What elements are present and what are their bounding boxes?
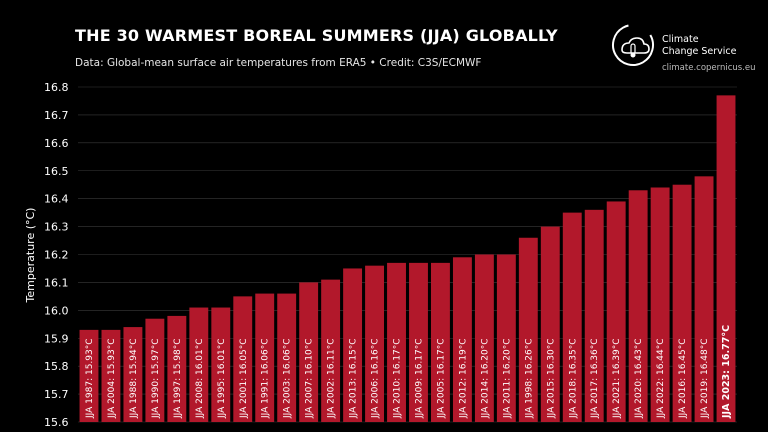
y-tick-label: 16.5 xyxy=(44,165,69,178)
bar xyxy=(211,307,231,422)
bar xyxy=(518,237,538,422)
bar xyxy=(79,329,99,422)
bar xyxy=(694,176,714,422)
bar-label: JJA 2007: 16.10°C xyxy=(305,338,315,419)
logo-text: Climate Change Service xyxy=(662,34,737,58)
bar-label: JJA 1995: 16.01°C xyxy=(217,338,227,419)
bar xyxy=(672,184,692,422)
bar-label: JJA 2005: 16.17°C xyxy=(436,338,446,419)
y-tick-label: 16.6 xyxy=(44,137,69,150)
bar-label: JJA 2014: 16.20°C xyxy=(480,338,490,419)
y-tick-label: 16.2 xyxy=(44,249,69,262)
copernicus-cloud-thermometer-icon xyxy=(612,24,654,66)
y-tick-label: 15.9 xyxy=(44,332,69,345)
bar-label: JJA 2020: 16.43°C xyxy=(634,338,644,419)
bar-label: JJA 2004: 15.93°C xyxy=(107,338,117,419)
grid-lines xyxy=(78,86,737,423)
bar-label: JJA 2003: 16.06°C xyxy=(283,338,293,419)
bar xyxy=(628,190,648,422)
y-tick-label: 16.1 xyxy=(44,276,69,289)
bar xyxy=(474,254,494,422)
logo-line-1: Climate xyxy=(662,34,699,45)
y-tick-label: 15.7 xyxy=(44,388,69,401)
bar-label: JJA 1988: 15.94°C xyxy=(129,338,139,419)
bar xyxy=(233,296,253,422)
chart-subtitle: Data: Global-mean surface air temperatur… xyxy=(75,57,482,69)
bar-label: JJA 2015: 16.30°C xyxy=(546,338,556,419)
bar-label: JJA 1990: 15.97°C xyxy=(151,338,161,419)
chart-title: THE 30 WARMEST BOREAL SUMMERS (JJA) GLOB… xyxy=(75,26,558,45)
bar xyxy=(540,226,560,422)
bar xyxy=(606,201,626,422)
bar-label: JJA 2010: 16.17°C xyxy=(393,338,403,419)
y-tick-label: 16.8 xyxy=(44,81,69,94)
bar-label: JJA 1991: 16.06°C xyxy=(261,338,271,419)
bar-label: JJA 2009: 16.17°C xyxy=(414,338,424,419)
bar xyxy=(562,212,582,422)
logo-line-2: Change Service xyxy=(662,46,737,57)
bar xyxy=(101,329,121,422)
bar-label: JJA 2013: 16.15°C xyxy=(349,338,359,419)
bar-label: JJA 2021: 16.39°C xyxy=(612,338,622,419)
bar-label: JJA 2022: 16.44°C xyxy=(656,338,666,419)
bar xyxy=(189,307,209,422)
y-tick-label: 15.8 xyxy=(44,360,69,373)
bar xyxy=(343,268,363,422)
bar-label: JJA 2018: 16.35°C xyxy=(568,338,578,419)
bar xyxy=(431,262,450,422)
bar-label: JJA 2019: 16.48°C xyxy=(700,338,710,419)
bar-label: JJA 1987: 15.93°C xyxy=(85,338,95,419)
bars xyxy=(79,95,736,422)
bar xyxy=(321,279,341,422)
y-tick-label: 16.0 xyxy=(44,304,69,317)
logo-url[interactable]: climate.copernicus.eu xyxy=(662,63,756,73)
bar xyxy=(650,187,670,422)
bar-label: JJA 2023: 16.77°C xyxy=(721,325,732,419)
bar xyxy=(255,293,275,422)
bar xyxy=(716,95,736,422)
bar-label: JJA 2006: 16.16°C xyxy=(371,338,381,419)
y-axis-ticks: 15.6 15.7 15.8 15.9 16.0 16.1 16.2 16.3 16.4 16.5… xyxy=(44,81,69,429)
bar-label: JJA 2001: 16.05°C xyxy=(239,338,249,419)
bar xyxy=(167,315,187,422)
bar xyxy=(387,262,406,422)
bar-label: JJA 2016: 16.45°C xyxy=(678,338,688,419)
bar-label: JJA 2008: 16.01°C xyxy=(195,338,205,419)
y-tick-label: 16.7 xyxy=(44,109,69,122)
bar-label: JJA 2002: 16.11°C xyxy=(327,338,337,419)
bar xyxy=(496,254,516,422)
bar-label: JJA 2011: 16.20°C xyxy=(502,338,512,419)
bar xyxy=(409,262,428,422)
bar xyxy=(277,293,297,422)
bar-label: JJA 1998: 16.26°C xyxy=(524,338,534,419)
bar xyxy=(584,209,604,422)
bar-label: JJA 2017: 16.36°C xyxy=(590,338,600,419)
bar xyxy=(299,282,319,422)
y-axis-label: Temperature (°C) xyxy=(24,208,37,304)
bar xyxy=(145,318,165,422)
bar xyxy=(123,327,143,422)
bar-label: JJA 2012: 16.19°C xyxy=(458,338,468,419)
copernicus-logo[interactable]: Climate Change Service xyxy=(610,22,760,74)
y-tick-label: 16.4 xyxy=(44,193,69,206)
bar xyxy=(452,257,472,422)
bar xyxy=(365,265,384,422)
y-tick-label: 16.3 xyxy=(44,221,69,234)
bar-labels: JJA 1987: 15.93°C JJA 2004: 15.93°C JJA 19… xyxy=(85,325,732,419)
bar-label: JJA 1997: 15.98°C xyxy=(173,338,183,419)
y-tick-label: 15.6 xyxy=(44,416,69,429)
